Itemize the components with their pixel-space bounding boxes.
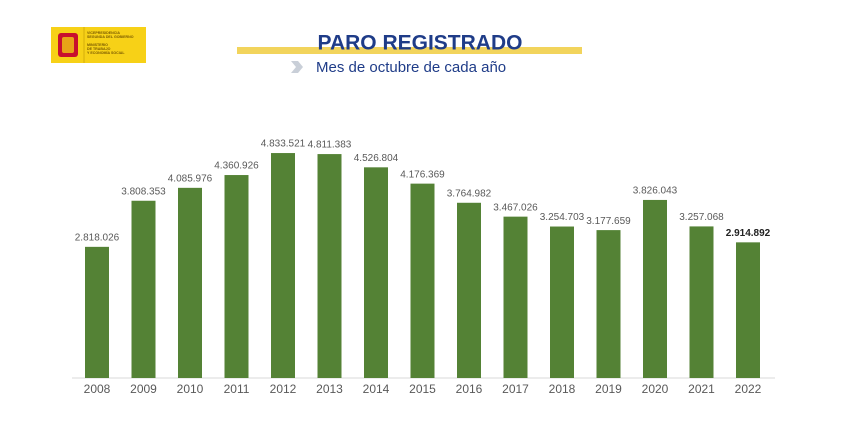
value-label: 3.467.026 — [493, 202, 538, 213]
bar — [550, 226, 574, 378]
value-label: 3.177.659 — [586, 216, 631, 227]
chart-title: PARO REGISTRADO — [318, 32, 523, 55]
value-label: 3.254.703 — [540, 212, 585, 223]
x-tick-label: 2008 — [84, 382, 111, 396]
title-underline — [237, 47, 582, 54]
value-label: 4.811.383 — [308, 140, 352, 151]
bar — [317, 154, 342, 378]
x-tick-label: 2013 — [316, 382, 343, 396]
logo: VICEPRESIDENCIA SEGUNDA DEL GOBIERNO MIN… — [51, 27, 146, 63]
bar — [364, 167, 388, 378]
x-tick-label: 2020 — [642, 382, 669, 396]
value-label: 4.360.926 — [214, 161, 259, 172]
logo-text: VICEPRESIDENCIA — [87, 31, 120, 35]
x-tick-label: 2015 — [409, 382, 436, 396]
x-tick-label: 2011 — [224, 382, 250, 396]
x-tick-label: 2012 — [270, 382, 297, 396]
x-tick-label: 2019 — [595, 382, 622, 396]
value-label: 3.257.068 — [679, 212, 724, 223]
value-label: 2.914.892 — [726, 228, 771, 239]
x-tick-label: 2017 — [502, 382, 529, 396]
bar — [736, 242, 760, 378]
value-label: 3.826.043 — [633, 186, 678, 197]
value-label: 3.808.353 — [121, 186, 166, 197]
logo-text: MINISTERIO — [87, 43, 108, 47]
value-label: 4.176.369 — [400, 169, 445, 180]
value-label: 4.833.521 — [261, 139, 306, 150]
chart-subtitle: Mes de octubre de cada año — [316, 59, 506, 76]
bar — [457, 202, 481, 378]
logo-text: SEGUNDA DEL GOBIERNO — [87, 35, 134, 39]
x-tick-label: 2018 — [549, 382, 576, 396]
value-label: 4.526.804 — [354, 153, 399, 164]
logo-emblem-inner — [62, 37, 74, 53]
bar — [596, 230, 621, 378]
subtitle-chevron — [291, 61, 303, 73]
x-tick-label: 2021 — [688, 382, 715, 396]
value-label: 2.818.026 — [75, 232, 120, 243]
bar — [224, 175, 249, 378]
bar — [271, 153, 295, 378]
x-tick-label: 2016 — [456, 382, 483, 396]
bar — [85, 246, 109, 378]
bar — [689, 226, 714, 378]
x-tick-label: 2009 — [130, 382, 157, 396]
x-tick-label: 2014 — [363, 382, 390, 396]
x-tick-label: 2010 — [177, 382, 204, 396]
value-label: 4.085.976 — [168, 173, 213, 184]
bar — [178, 187, 202, 378]
x-tick-label: 2022 — [735, 382, 762, 396]
bar — [131, 200, 156, 378]
bar — [503, 216, 528, 378]
logo-text: DE TRABAJO — [87, 47, 111, 51]
bar — [410, 183, 435, 378]
bar — [643, 199, 667, 378]
logo-text: Y ECONOMÍA SOCIAL — [87, 50, 125, 55]
value-label: 3.764.982 — [447, 188, 492, 199]
